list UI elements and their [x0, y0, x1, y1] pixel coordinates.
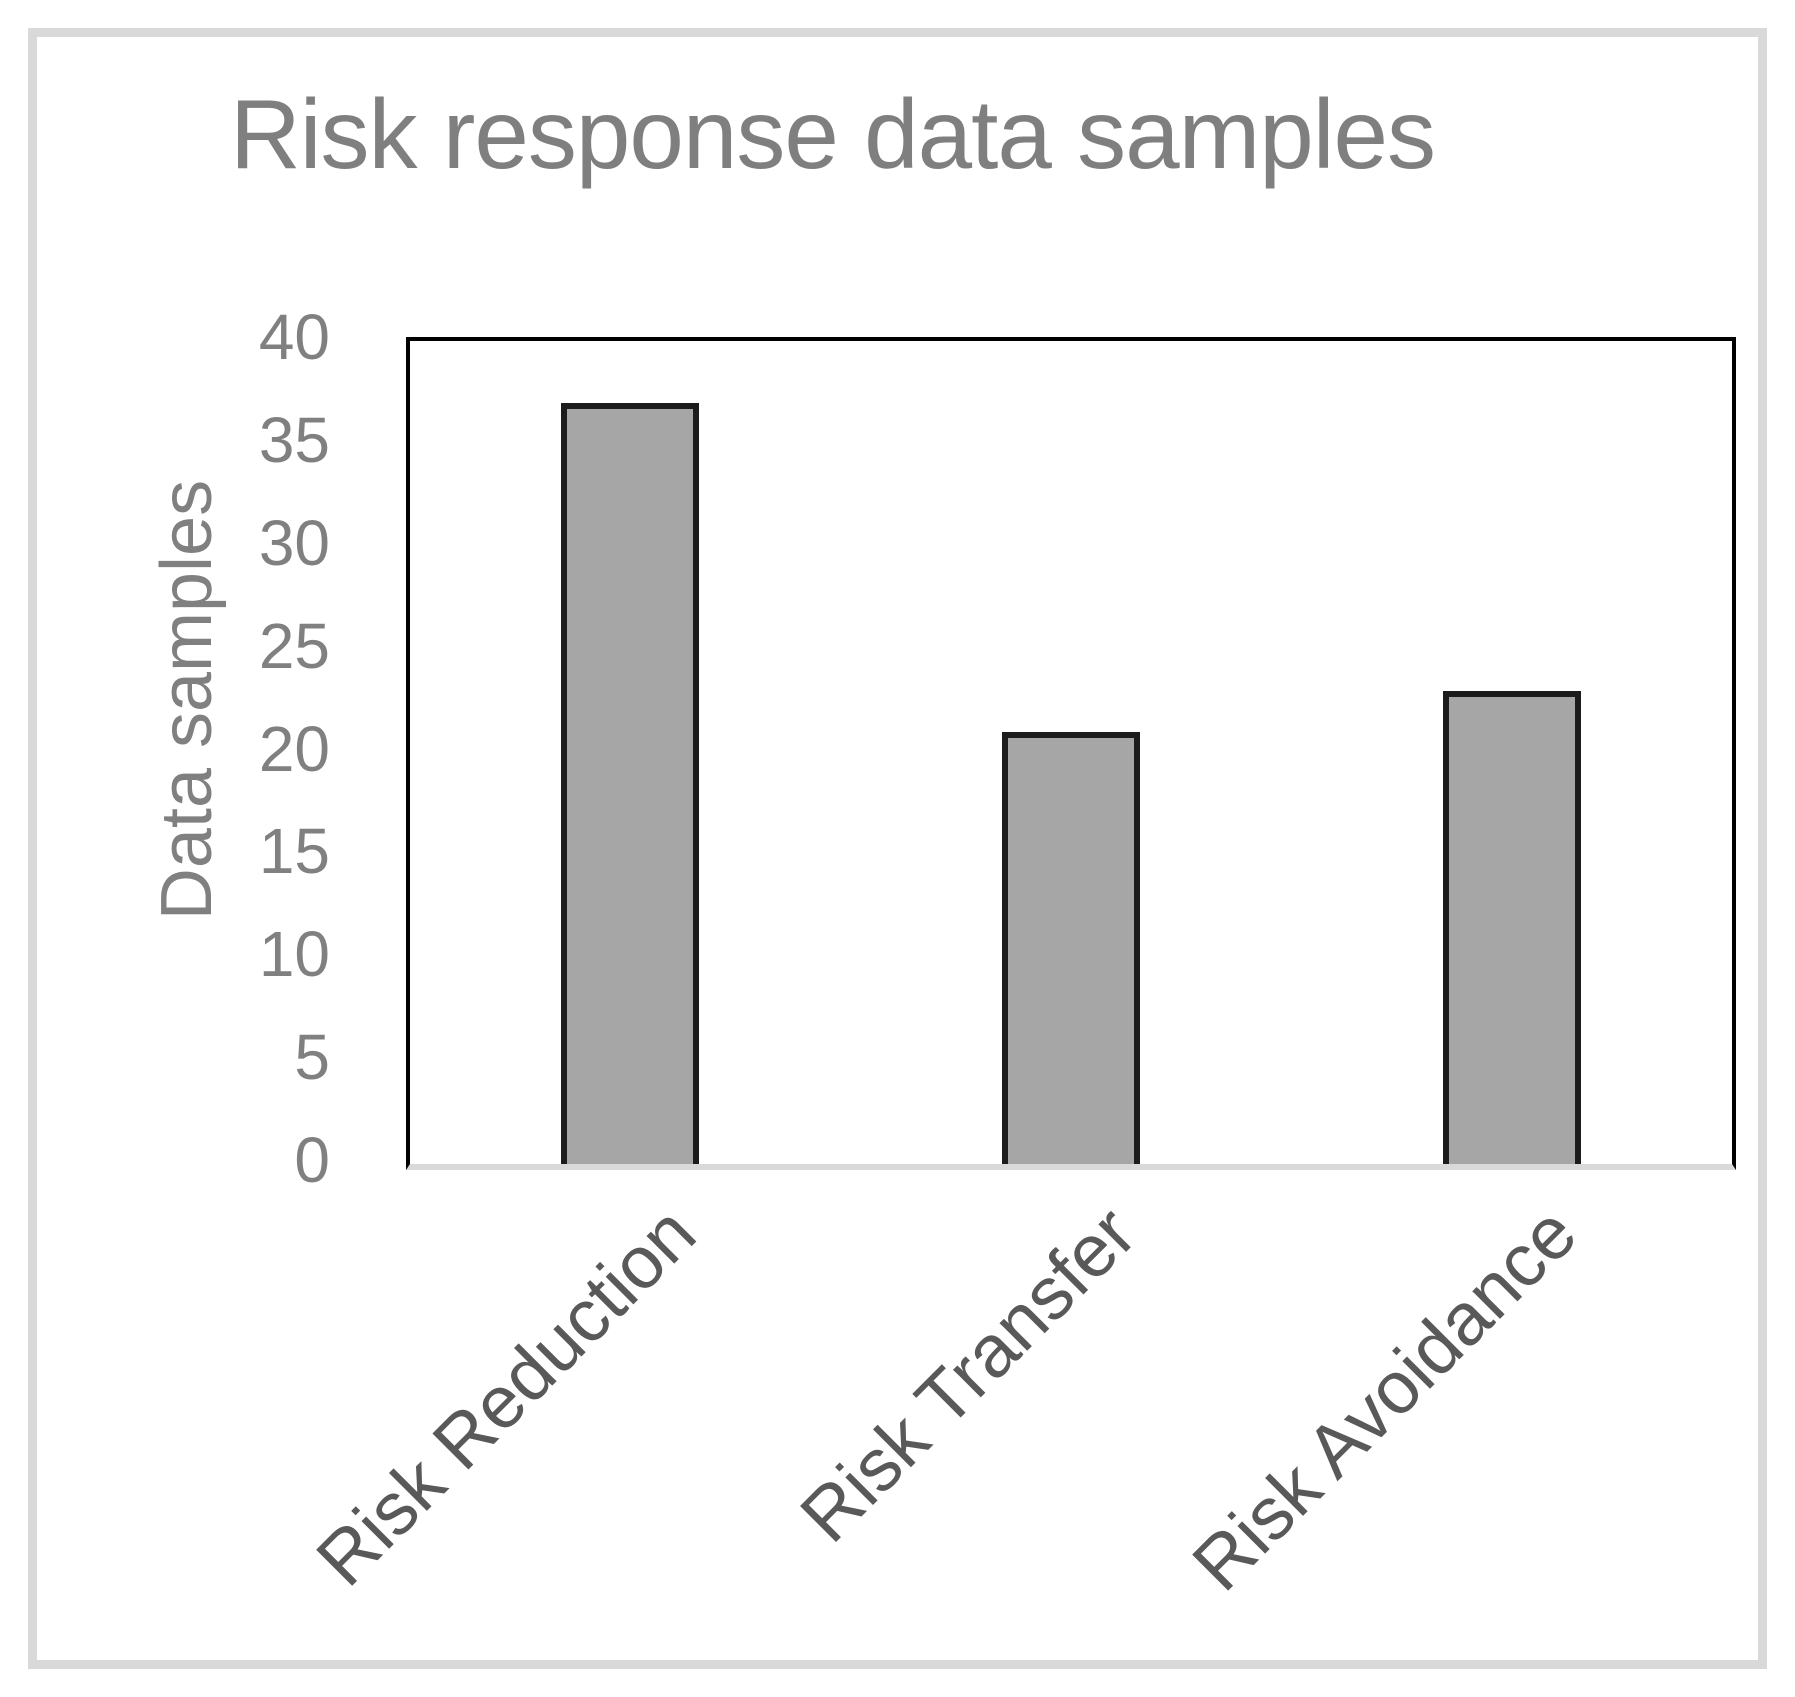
y-tick-label-15: 15	[258, 815, 330, 888]
y-tick-label-10: 10	[258, 918, 330, 991]
bar-risk-reduction	[561, 402, 700, 1164]
y-axis-title-text: Data samples	[147, 479, 227, 921]
chart-outer-frame	[28, 28, 1767, 1669]
y-tick-label-40: 40	[258, 301, 330, 373]
y-tick-label-30: 30	[258, 506, 330, 579]
y-tick-label-35: 35	[258, 403, 330, 476]
bar-risk-transfer	[1002, 731, 1140, 1164]
y-tick-label-5: 5	[294, 1021, 330, 1094]
plot-area	[406, 337, 1736, 1170]
y-tick-label-0: 0	[294, 1124, 330, 1196]
y-tick-label-25: 25	[258, 609, 330, 682]
bar-risk-avoidance	[1442, 690, 1581, 1164]
y-tick-label-20: 20	[258, 712, 330, 785]
chart-title: Risk response data samples	[230, 79, 1436, 189]
